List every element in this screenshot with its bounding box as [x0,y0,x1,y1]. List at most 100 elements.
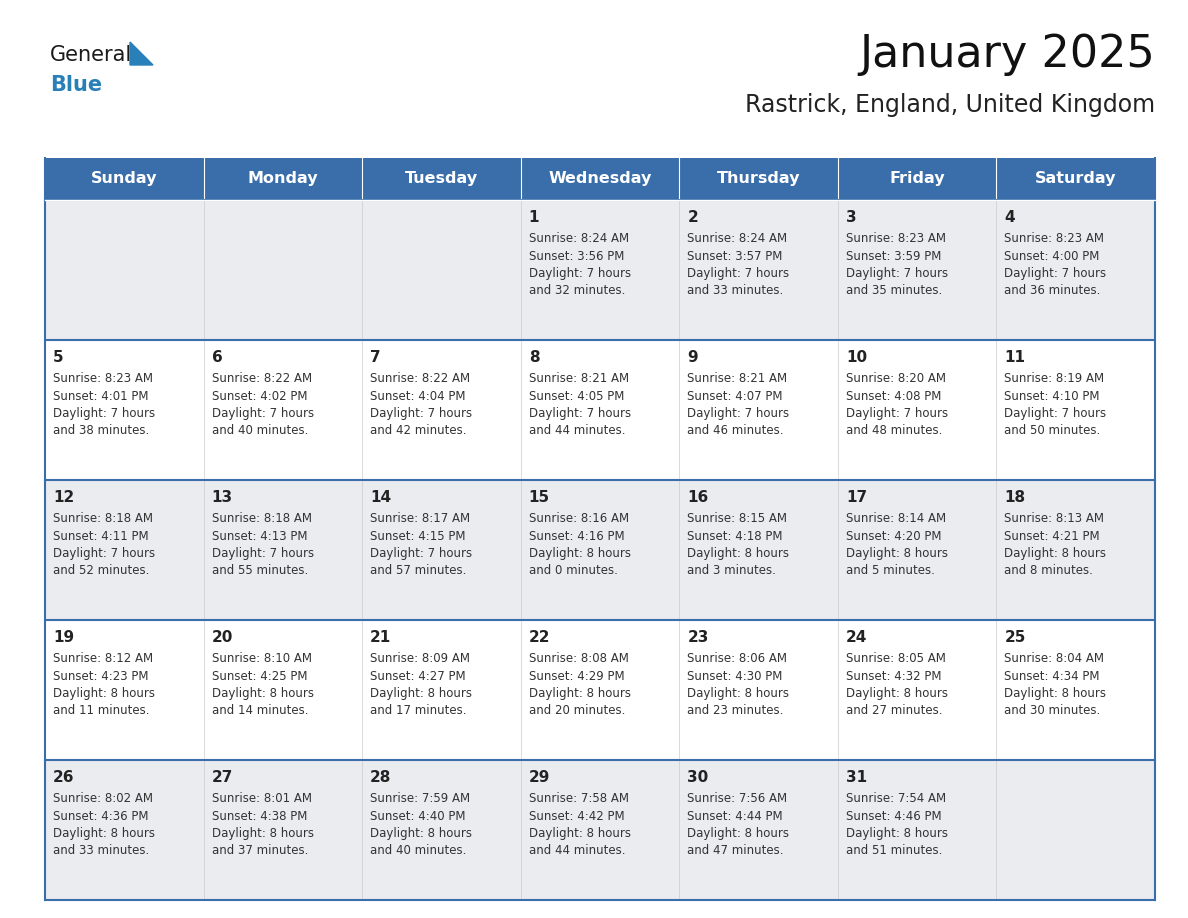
Text: 19: 19 [53,630,74,645]
Text: Daylight: 7 hours: Daylight: 7 hours [1004,267,1106,280]
Text: Sunrise: 8:21 AM: Sunrise: 8:21 AM [529,372,628,385]
Text: and 48 minutes.: and 48 minutes. [846,424,942,438]
Text: Sunset: 4:16 PM: Sunset: 4:16 PM [529,530,625,543]
Text: Daylight: 7 hours: Daylight: 7 hours [211,547,314,560]
Bar [45,480,203,620]
Bar [203,158,362,200]
Text: 21: 21 [371,630,391,645]
Text: 10: 10 [846,350,867,365]
Bar [362,620,520,760]
Text: 5: 5 [53,350,64,365]
Bar [203,760,362,900]
Text: Daylight: 8 hours: Daylight: 8 hours [846,547,948,560]
Text: Sunrise: 8:04 AM: Sunrise: 8:04 AM [1004,652,1105,665]
Text: Sunrise: 8:21 AM: Sunrise: 8:21 AM [688,372,788,385]
Text: and 40 minutes.: and 40 minutes. [211,424,308,438]
Text: Sunset: 3:56 PM: Sunset: 3:56 PM [529,250,624,263]
Text: Sunrise: 8:06 AM: Sunrise: 8:06 AM [688,652,788,665]
Text: Daylight: 7 hours: Daylight: 7 hours [688,407,789,420]
Text: 27: 27 [211,770,233,785]
Bar [45,158,203,200]
Text: Sunset: 4:18 PM: Sunset: 4:18 PM [688,530,783,543]
Text: and 20 minutes.: and 20 minutes. [529,704,625,718]
Bar [45,340,203,480]
Text: Sunrise: 8:10 AM: Sunrise: 8:10 AM [211,652,311,665]
Bar [45,200,203,340]
Text: Sunset: 4:29 PM: Sunset: 4:29 PM [529,669,625,682]
Text: and 8 minutes.: and 8 minutes. [1004,565,1093,577]
Text: 2: 2 [688,210,699,225]
Text: Sunset: 4:25 PM: Sunset: 4:25 PM [211,669,307,682]
Text: Sunset: 4:30 PM: Sunset: 4:30 PM [688,669,783,682]
Text: Sunrise: 7:59 AM: Sunrise: 7:59 AM [371,792,470,805]
Text: Wednesday: Wednesday [549,172,652,186]
Text: 7: 7 [371,350,381,365]
Text: Sunrise: 8:18 AM: Sunrise: 8:18 AM [211,512,311,525]
Text: Friday: Friday [890,172,944,186]
Text: 31: 31 [846,770,867,785]
Text: 3: 3 [846,210,857,225]
Text: Daylight: 8 hours: Daylight: 8 hours [846,827,948,840]
Text: Sunrise: 7:54 AM: Sunrise: 7:54 AM [846,792,946,805]
Text: 12: 12 [53,490,74,505]
Text: Sunrise: 8:02 AM: Sunrise: 8:02 AM [53,792,153,805]
Text: Daylight: 8 hours: Daylight: 8 hours [53,687,154,700]
Text: and 38 minutes.: and 38 minutes. [53,424,150,438]
Text: Sunrise: 7:58 AM: Sunrise: 7:58 AM [529,792,628,805]
Text: Daylight: 8 hours: Daylight: 8 hours [846,687,948,700]
Bar [680,620,838,760]
Text: Sunrise: 8:15 AM: Sunrise: 8:15 AM [688,512,788,525]
Text: Daylight: 7 hours: Daylight: 7 hours [371,547,473,560]
Text: 1: 1 [529,210,539,225]
Text: Daylight: 7 hours: Daylight: 7 hours [846,407,948,420]
Text: Daylight: 7 hours: Daylight: 7 hours [846,267,948,280]
Text: Daylight: 8 hours: Daylight: 8 hours [211,827,314,840]
Bar [362,480,520,620]
Bar [520,480,680,620]
Text: Sunrise: 8:13 AM: Sunrise: 8:13 AM [1004,512,1105,525]
Text: Daylight: 7 hours: Daylight: 7 hours [371,407,473,420]
Text: Daylight: 8 hours: Daylight: 8 hours [211,687,314,700]
Text: Daylight: 8 hours: Daylight: 8 hours [1004,547,1106,560]
Text: and 5 minutes.: and 5 minutes. [846,565,935,577]
Bar [203,200,362,340]
Text: Sunrise: 8:19 AM: Sunrise: 8:19 AM [1004,372,1105,385]
Text: Sunset: 4:44 PM: Sunset: 4:44 PM [688,810,783,823]
Text: Daylight: 8 hours: Daylight: 8 hours [529,687,631,700]
Text: and 52 minutes.: and 52 minutes. [53,565,150,577]
Text: 16: 16 [688,490,708,505]
Bar [520,760,680,900]
Text: 24: 24 [846,630,867,645]
Text: and 42 minutes.: and 42 minutes. [371,424,467,438]
Text: Daylight: 7 hours: Daylight: 7 hours [1004,407,1106,420]
Text: Sunset: 4:07 PM: Sunset: 4:07 PM [688,389,783,402]
Text: and 33 minutes.: and 33 minutes. [688,285,784,297]
Bar [520,200,680,340]
Text: 18: 18 [1004,490,1025,505]
Text: and 50 minutes.: and 50 minutes. [1004,424,1100,438]
Bar [520,340,680,480]
Text: Daylight: 8 hours: Daylight: 8 hours [529,547,631,560]
Bar [997,760,1155,900]
Text: Thursday: Thursday [716,172,801,186]
Text: Daylight: 7 hours: Daylight: 7 hours [688,267,789,280]
Text: Sunset: 4:02 PM: Sunset: 4:02 PM [211,389,307,402]
Text: Sunset: 4:13 PM: Sunset: 4:13 PM [211,530,307,543]
Text: Sunset: 4:20 PM: Sunset: 4:20 PM [846,530,941,543]
Bar [680,760,838,900]
Text: Sunset: 3:59 PM: Sunset: 3:59 PM [846,250,941,263]
Text: Daylight: 7 hours: Daylight: 7 hours [53,407,156,420]
Text: 11: 11 [1004,350,1025,365]
Bar [838,760,997,900]
Text: Sunrise: 8:22 AM: Sunrise: 8:22 AM [371,372,470,385]
Text: and 35 minutes.: and 35 minutes. [846,285,942,297]
Bar [45,620,203,760]
Text: Sunset: 4:10 PM: Sunset: 4:10 PM [1004,389,1100,402]
Text: Sunrise: 8:09 AM: Sunrise: 8:09 AM [371,652,470,665]
Text: Daylight: 8 hours: Daylight: 8 hours [529,827,631,840]
Text: Daylight: 8 hours: Daylight: 8 hours [371,687,472,700]
Text: Daylight: 7 hours: Daylight: 7 hours [529,407,631,420]
Text: January 2025: January 2025 [859,33,1155,76]
Bar [680,200,838,340]
Text: Sunset: 4:11 PM: Sunset: 4:11 PM [53,530,148,543]
